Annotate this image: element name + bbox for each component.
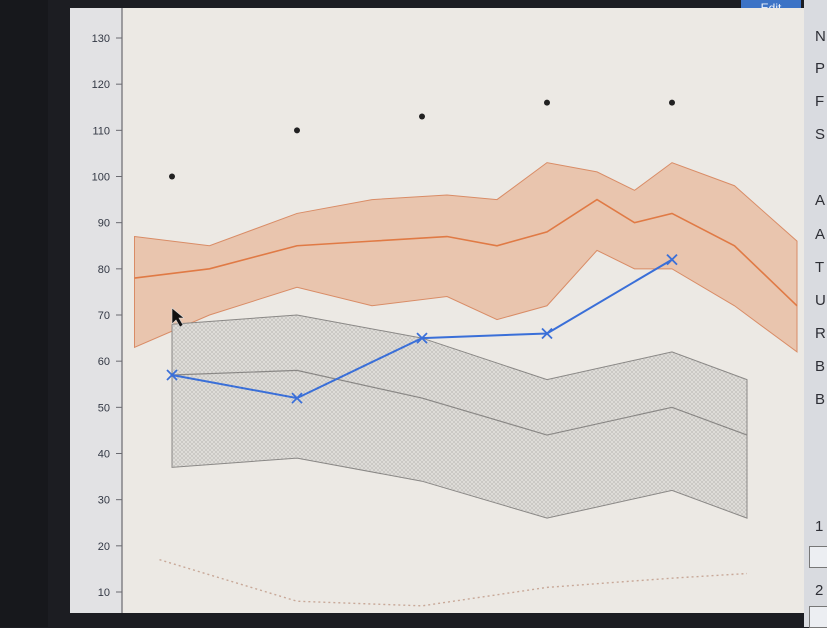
screen-bezel-left (0, 0, 48, 627)
y-tick-label: 70 (98, 310, 110, 322)
y-tick-label: 10 (98, 587, 110, 599)
side-panel-label: U (815, 292, 826, 309)
y-tick-label: 90 (98, 218, 110, 230)
y-tick-label: 80 (98, 264, 110, 276)
y-tick-label: 20 (98, 541, 110, 553)
series-point (666, 253, 678, 266)
y-tick-label: 100 (92, 172, 110, 184)
side-panel-label: T (815, 259, 825, 276)
y-tick-label: 130 (92, 33, 110, 45)
y-tick-label: 60 (98, 356, 110, 368)
side-panel-label: A (815, 226, 826, 243)
side-panel-label: S (815, 126, 826, 143)
side-panel-label: P (815, 60, 826, 77)
side-panel (804, 0, 827, 627)
y-tick-label: 120 (92, 79, 110, 91)
side-panel-label: A (815, 192, 826, 209)
star-marker (419, 113, 425, 120)
series-point (541, 327, 553, 340)
y-tick-label: 30 (98, 495, 110, 507)
series-point (416, 332, 428, 344)
gray-center-line (171, 369, 748, 436)
dotted-line (159, 559, 748, 607)
star-marker (294, 127, 300, 134)
star-marker (669, 99, 675, 106)
series-point (291, 392, 303, 404)
side-panel-label: 2 (815, 582, 824, 599)
y-axis-panel (70, 8, 122, 613)
side-panel-field[interactable] (809, 546, 827, 568)
side-panel-label: B (815, 391, 826, 408)
side-panel-label: N (815, 28, 826, 45)
series-point (166, 369, 178, 381)
y-tick-label: 110 (92, 125, 110, 137)
side-panel-label: R (815, 325, 826, 342)
orange-band (134, 162, 798, 353)
side-panel-label: F (815, 93, 825, 110)
orange-center-line (134, 198, 798, 307)
star-marker (169, 173, 175, 180)
side-panel-label: 1 (815, 518, 824, 535)
y-tick-label: 50 (98, 402, 110, 414)
star-marker (544, 99, 550, 106)
y-tick-label: 40 (98, 449, 110, 461)
mouse-cursor-icon (171, 307, 185, 328)
side-panel-label: B (815, 358, 826, 375)
